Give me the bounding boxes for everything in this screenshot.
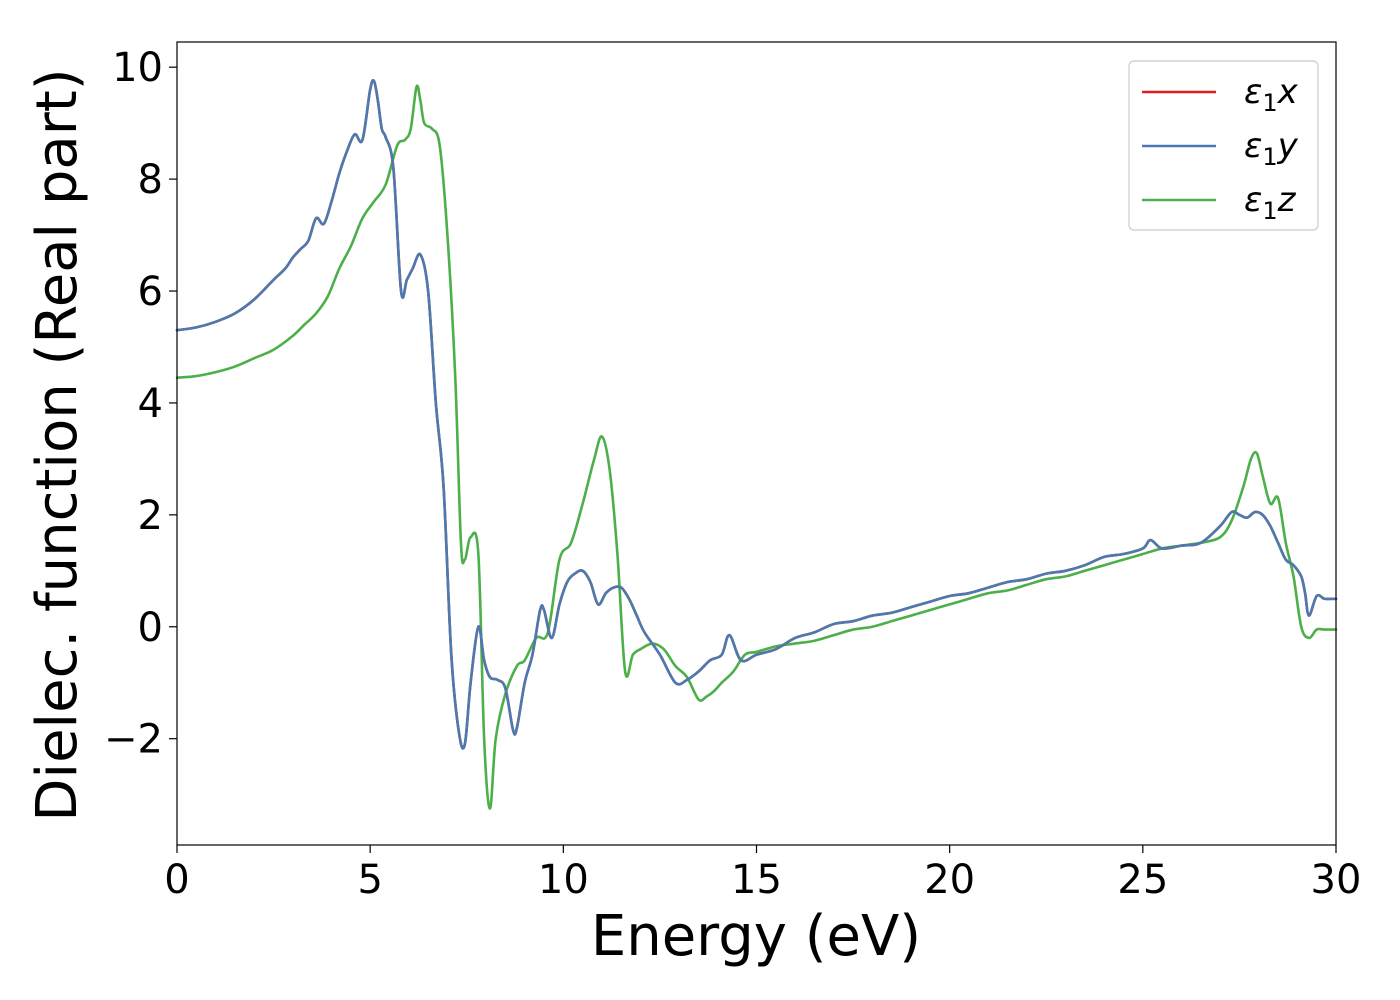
legend-label: ε1y — [1244, 126, 1299, 171]
x-axis-title: Energy (eV) — [591, 904, 921, 969]
x-tick-label: 5 — [357, 857, 382, 903]
x-tick-label: 0 — [164, 857, 189, 903]
series-line-y — [175, 79, 1338, 750]
y-axis-title: Dielec. function (Real part) — [25, 68, 90, 821]
legend-box — [1128, 60, 1319, 231]
y-tick-label: 8 — [138, 157, 163, 203]
x-tick-label: 25 — [1117, 857, 1168, 903]
x-axis-ticks: 0 5 10 15 20 25 30 — [164, 845, 1361, 903]
y-tick-label: 2 — [138, 493, 163, 539]
y-tick-label: 0 — [138, 605, 163, 651]
x-tick-label: 20 — [924, 857, 975, 903]
legend-label: ε1z — [1244, 180, 1297, 225]
y-tick-label: 4 — [138, 381, 163, 427]
series-layer — [175, 79, 1338, 810]
y-axis-ticks: −2 0 2 4 6 8 10 — [104, 45, 177, 763]
y-tick-label: 10 — [112, 45, 163, 91]
x-tick-label: 15 — [731, 857, 782, 903]
y-tick-label: −2 — [104, 717, 163, 763]
legend: ε1x ε1y ε1z — [1128, 60, 1319, 231]
x-tick-label: 30 — [1311, 857, 1362, 903]
x-tick-label: 10 — [538, 857, 589, 903]
y-tick-label: 6 — [138, 269, 163, 315]
legend-label: ε1x — [1244, 72, 1299, 117]
